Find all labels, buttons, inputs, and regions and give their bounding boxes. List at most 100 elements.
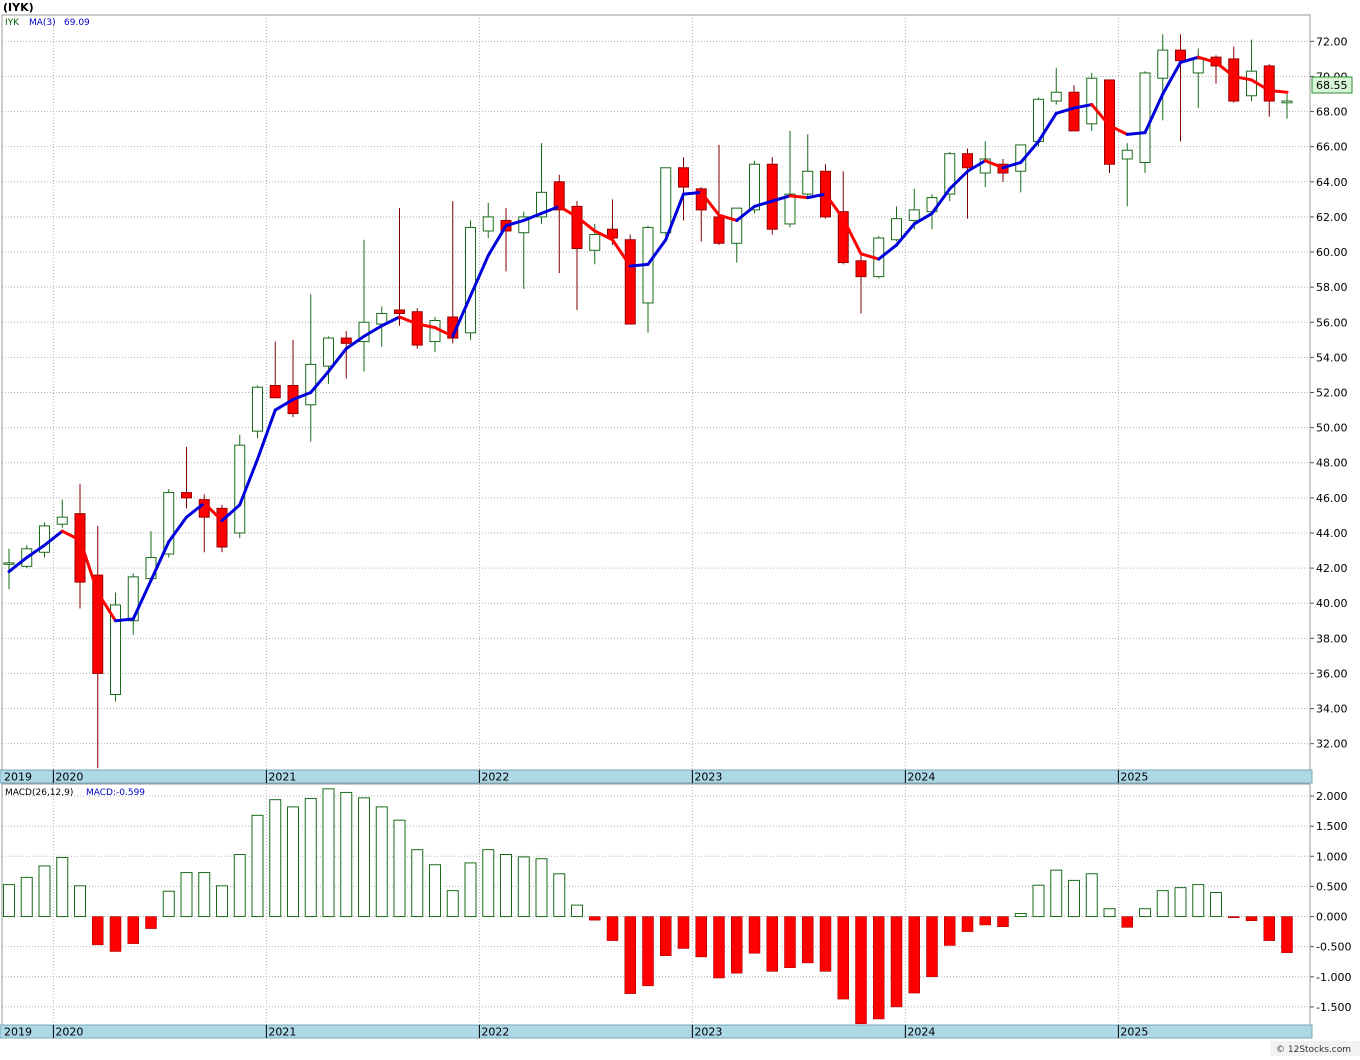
year-label: 2025 bbox=[1120, 771, 1148, 784]
macd-tick-label: -1.000 bbox=[1316, 971, 1351, 984]
candle-body bbox=[1068, 91, 1080, 132]
macd-bar bbox=[1103, 908, 1116, 918]
ma-segment bbox=[1108, 124, 1129, 136]
ma-segment bbox=[486, 224, 508, 258]
candle-body bbox=[784, 193, 796, 225]
candle-body bbox=[731, 207, 743, 244]
candle bbox=[766, 157, 778, 235]
last-price-tag: 68.55 bbox=[1311, 76, 1353, 94]
candle bbox=[56, 499, 68, 528]
candle-body bbox=[269, 384, 281, 399]
candle bbox=[536, 143, 547, 224]
candle-body bbox=[39, 525, 50, 553]
candle bbox=[269, 341, 281, 399]
macd-bar bbox=[677, 916, 690, 949]
chart-symbol-title: (IYK) bbox=[3, 1, 34, 14]
macd-bar bbox=[56, 857, 69, 918]
macd-bar bbox=[997, 916, 1009, 928]
macd-bar bbox=[1014, 913, 1027, 918]
price-tick-label: 64.00 bbox=[1316, 176, 1348, 189]
price-gridlines bbox=[2, 15, 1310, 770]
candle-body bbox=[1139, 72, 1151, 163]
price-tick-label: 40.00 bbox=[1316, 597, 1348, 610]
candle-body bbox=[944, 153, 956, 195]
ma-segment bbox=[628, 262, 650, 268]
candle-body bbox=[1175, 49, 1186, 62]
macd-bar bbox=[1245, 916, 1258, 922]
last-price-value: 68.55 bbox=[1316, 79, 1348, 92]
macd-bar bbox=[571, 904, 583, 918]
macd-bar bbox=[660, 916, 672, 956]
candle bbox=[216, 504, 228, 553]
ma-segment bbox=[788, 194, 810, 200]
macd-bar bbox=[802, 916, 814, 964]
footer-credit-box bbox=[1270, 1041, 1360, 1056]
macd-bar bbox=[1281, 916, 1293, 953]
last-price-tag-box bbox=[1311, 76, 1353, 94]
candle-body bbox=[536, 191, 547, 218]
macd-bar bbox=[1174, 887, 1187, 918]
macd-bar bbox=[766, 916, 778, 972]
ma-segment bbox=[1232, 74, 1253, 82]
candle-body bbox=[1121, 149, 1133, 160]
ma-segment bbox=[291, 391, 313, 402]
candle-body bbox=[660, 167, 672, 234]
candle-body bbox=[713, 216, 725, 244]
candle-body bbox=[571, 205, 583, 250]
ma-segment bbox=[824, 192, 845, 221]
ma-segment bbox=[753, 199, 774, 208]
price-tick-label: 48.00 bbox=[1316, 457, 1348, 470]
ma-segment bbox=[948, 169, 969, 191]
candle bbox=[234, 434, 246, 539]
candle-body bbox=[1086, 77, 1098, 125]
candle-body bbox=[624, 239, 636, 325]
candle-body bbox=[553, 181, 565, 211]
candle-body bbox=[802, 170, 814, 195]
ma-segment bbox=[841, 217, 863, 256]
macd-bar bbox=[74, 885, 86, 918]
macd-bar bbox=[429, 864, 441, 918]
price-tick-label: 54.00 bbox=[1316, 351, 1348, 364]
ma-segment bbox=[1267, 89, 1289, 94]
candle-body bbox=[394, 309, 405, 314]
ma-segment bbox=[1072, 103, 1094, 110]
candle-body bbox=[74, 513, 86, 583]
candle bbox=[110, 592, 121, 702]
ma-segment bbox=[930, 187, 952, 215]
candle bbox=[624, 234, 636, 325]
macd-bar bbox=[553, 873, 566, 918]
ma-segment bbox=[895, 222, 916, 247]
ma-segment bbox=[611, 238, 632, 268]
year-label: 2022 bbox=[481, 771, 509, 784]
candle-body bbox=[163, 492, 175, 555]
candle bbox=[979, 141, 991, 188]
macd-bar bbox=[961, 916, 974, 932]
ma-segment bbox=[593, 229, 614, 242]
candle bbox=[1050, 67, 1062, 105]
ma-segment bbox=[256, 408, 277, 461]
ma-segment bbox=[202, 501, 224, 523]
price-tick-label: 56.00 bbox=[1316, 316, 1348, 329]
ma-segment bbox=[327, 347, 348, 373]
macd-bar bbox=[1228, 916, 1240, 919]
ma-segment bbox=[131, 578, 153, 621]
ma-value: 69.09 bbox=[64, 18, 90, 28]
ma-segment bbox=[912, 211, 934, 226]
macd-gridlines bbox=[2, 784, 1310, 1025]
candle-body bbox=[323, 337, 334, 367]
ma-segment bbox=[398, 315, 419, 326]
candle-body bbox=[3, 562, 15, 565]
ma-segment bbox=[646, 238, 668, 266]
year-label: 2024 bbox=[907, 771, 935, 784]
macd-bar bbox=[517, 856, 530, 918]
macd-bar bbox=[535, 858, 548, 918]
macd-bar bbox=[1121, 916, 1133, 928]
ma-segment bbox=[1037, 111, 1058, 143]
candle bbox=[127, 573, 139, 635]
macd-bar bbox=[500, 853, 512, 918]
macd-bar bbox=[1210, 891, 1222, 918]
ma-segment bbox=[25, 543, 46, 560]
macd-bar bbox=[926, 916, 938, 978]
macd-bar bbox=[233, 853, 246, 918]
